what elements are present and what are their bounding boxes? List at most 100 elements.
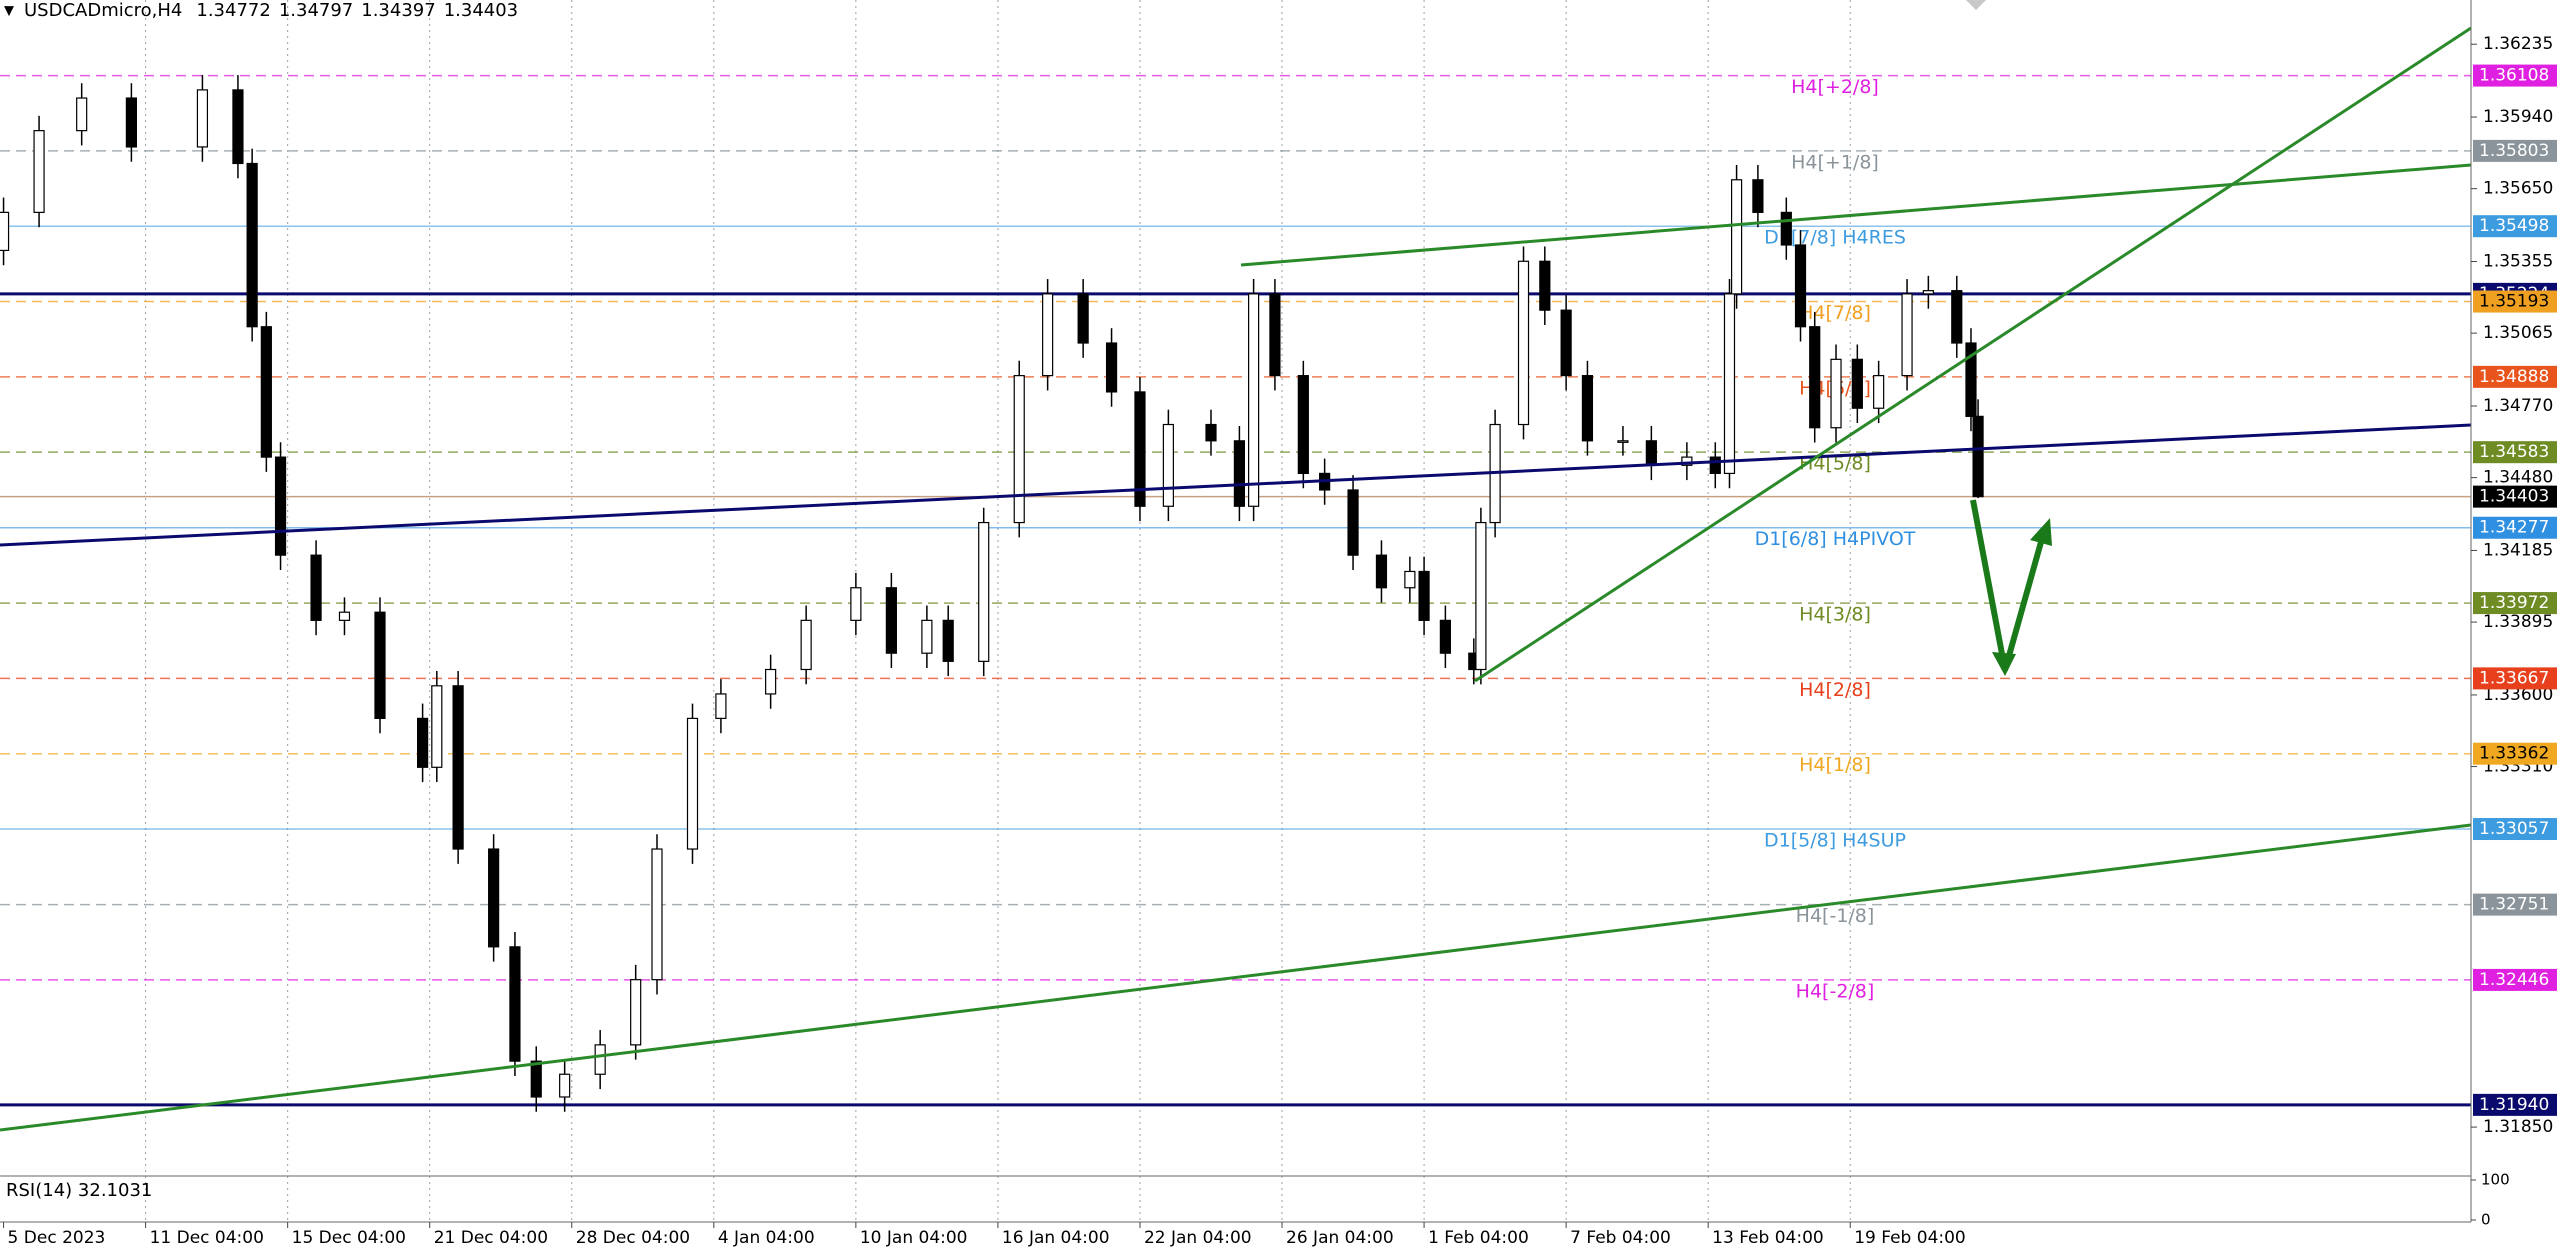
level-name: H4[2/8]	[1799, 679, 1871, 701]
candle-body	[1134, 391, 1146, 507]
level-name: H4[-2/8]	[1796, 980, 1875, 1002]
price-label-box	[2473, 365, 2557, 388]
level-name: H4[+1/8]	[1791, 151, 1879, 173]
y-tick-label: 1.31850	[2483, 1117, 2553, 1137]
candle-body	[942, 619, 954, 662]
candle-body	[1517, 260, 1530, 426]
rsi-tick-label: 0	[2481, 1211, 2491, 1229]
x-tick-label: 16 Jan 04:00	[1002, 1228, 1110, 1248]
candle-body	[1418, 570, 1430, 621]
candle-body	[765, 668, 777, 695]
candle-body	[232, 89, 244, 165]
candle-body	[1752, 179, 1764, 213]
y-tick-label: 1.33600	[2483, 685, 2553, 705]
candle-body	[1901, 293, 1913, 377]
price-label-box	[2473, 742, 2557, 765]
level-name: H4[7/8]	[1799, 302, 1871, 324]
x-tick-label: 19 Feb 04:00	[1854, 1228, 1966, 1248]
x-tick-label: 11 Dec 04:00	[150, 1228, 264, 1248]
level-name: H4[-1/8]	[1796, 905, 1875, 927]
candle-body	[1042, 293, 1054, 377]
price-label-box	[2473, 893, 2557, 916]
candle-body	[800, 619, 812, 671]
candle-body	[1347, 489, 1359, 556]
candle-body	[196, 89, 209, 148]
menu-icon[interactable]: ▼	[4, 4, 14, 19]
price-label: 1.34888	[2479, 367, 2549, 387]
candle-body	[1794, 244, 1807, 328]
candle-body	[1205, 423, 1217, 442]
candle-body	[260, 326, 272, 458]
candle-body	[1972, 415, 1984, 498]
x-tick-label: 7 Feb 04:00	[1570, 1228, 1671, 1248]
candle-body	[1404, 570, 1416, 589]
marker	[1966, 0, 1986, 10]
trendline	[1240, 163, 2472, 267]
candle-body	[310, 554, 322, 621]
candle-body	[33, 130, 45, 213]
axes: 5 Dec 2023 11 Dec 04:00 15 Dec 04:00 21 Dec…	[3, 34, 2557, 1248]
level-name: D1[7/8] H4RES	[1764, 227, 1906, 249]
candle-body	[1539, 260, 1551, 311]
y-tick-label: 1.33895	[2483, 612, 2553, 632]
candle-body	[1560, 309, 1572, 377]
candle-body	[246, 162, 258, 328]
price-label: 1.33667	[2479, 668, 2549, 688]
candle-body	[431, 685, 443, 768]
trendlines	[0, 0, 2472, 1132]
trendline	[0, 423, 2472, 547]
candle-body	[630, 979, 642, 1046]
level-name: D1[6/8] H4PIVOT	[1755, 528, 1916, 550]
x-tick-label: 4 Jan 04:00	[718, 1228, 815, 1248]
candle-body	[530, 1060, 542, 1098]
level-name: H4[+2/8]	[1791, 76, 1879, 98]
price-label: 1.32446	[2479, 970, 2549, 990]
price-label: 1.34277	[2479, 518, 2549, 538]
y-tick-label: 1.35355	[2483, 252, 2553, 272]
y-tick-label: 1.34185	[2483, 540, 2553, 560]
arrow-head	[1992, 652, 2016, 676]
candle-body	[1830, 358, 1842, 429]
candle-body	[1297, 375, 1309, 475]
price-label-box	[2473, 215, 2557, 238]
candle-body	[1873, 375, 1885, 409]
candle-body	[374, 611, 386, 719]
candle-body	[686, 717, 699, 850]
candle-body	[885, 587, 897, 654]
candle-body	[1809, 326, 1821, 429]
candle-body	[978, 521, 990, 662]
y-tick-label: 1.34480	[2483, 468, 2553, 488]
price-label-box	[2473, 290, 2557, 313]
x-tick-label: 10 Jan 04:00	[860, 1228, 968, 1248]
price-label: 1.36108	[2479, 66, 2549, 86]
candle-body	[338, 611, 351, 621]
symbol: USDCADmicro,H4	[24, 0, 182, 21]
price-label: 1.33972	[2479, 593, 2549, 613]
header-text: USDCADmicro,H4 1.34772 1.34797 1.34397 1.344…	[24, 0, 518, 21]
price-label-box	[2473, 64, 2557, 87]
level-name: H4[3/8]	[1799, 604, 1871, 626]
candle-body	[76, 97, 88, 132]
x-tick-label: 13 Feb 04:00	[1712, 1228, 1824, 1248]
price-label: 1.35193	[2479, 292, 2549, 312]
price-label: 1.34583	[2479, 442, 2549, 462]
candle-body	[1780, 211, 1792, 246]
y-tick-label: 1.35650	[2483, 179, 2553, 199]
candle-body	[921, 619, 933, 654]
price-label: 1.33362	[2479, 744, 2549, 764]
price-label: 1.34403	[2479, 487, 2549, 507]
price-label: 1.32751	[2479, 895, 2549, 915]
x-tick-label: 15 Dec 04:00	[292, 1228, 406, 1248]
price-label-box	[2473, 667, 2557, 690]
candle-body	[1375, 554, 1388, 589]
candle-body	[1851, 358, 1863, 409]
levels: H4[+2/8]H4[+1/8]D1[7/8] H4RESH4[7/8]H4[6…	[0, 74, 2471, 1107]
candle-body	[1233, 440, 1246, 507]
header: ▼ USDCADmicro,H4 1.34772 1.34797 1.34397 1.3…	[4, 0, 518, 21]
x-tick-label: 28 Dec 04:00	[576, 1228, 690, 1248]
candle-body	[1077, 293, 1089, 344]
price-label: 1.33057	[2479, 819, 2549, 839]
price-label: 1.35498	[2479, 216, 2549, 236]
y-tick-label: 1.35065	[2483, 323, 2553, 343]
